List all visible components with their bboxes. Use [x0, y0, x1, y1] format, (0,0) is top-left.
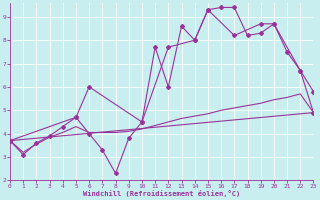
X-axis label: Windchill (Refroidissement éolien,°C): Windchill (Refroidissement éolien,°C): [83, 190, 240, 197]
